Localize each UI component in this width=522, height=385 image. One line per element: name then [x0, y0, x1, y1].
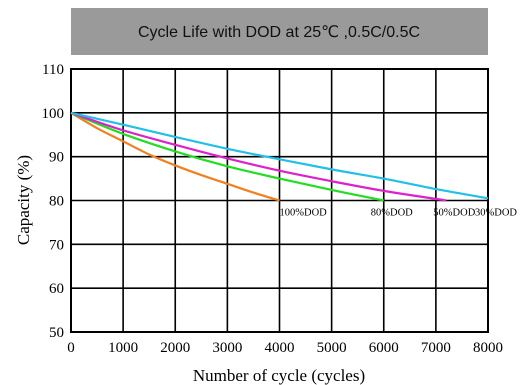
y-tick-label: 70 [49, 237, 64, 253]
y-tick-label: 60 [49, 281, 64, 297]
x-tick-label: 7000 [421, 340, 451, 356]
x-tick-label: 5000 [317, 340, 347, 356]
x-tick-label: 3000 [212, 340, 242, 356]
plot-frame [70, 68, 489, 333]
y-axis-label: Capacity (%) [14, 155, 33, 245]
x-axis-label: Number of cycle (cycles) [193, 366, 365, 385]
x-tick-label: 1000 [108, 340, 138, 356]
x-tick-label: 6000 [369, 340, 399, 356]
y-tick-label: 90 [49, 150, 64, 166]
x-tick-label: 2000 [160, 340, 190, 356]
y-tick-label: 50 [49, 325, 64, 341]
series-end-labels: 100%DOD 80%DOD 50%DOD 30%DOD [280, 208, 518, 219]
series-end-label: 80%DOD [371, 208, 413, 219]
series-end-label: 50%DOD [433, 208, 475, 219]
series-end-label: 100%DOD [280, 208, 328, 219]
tick-labels: 0 1000 2000 3000 4000 5000 6000 7000 8000 50 60 70 8… [42, 62, 504, 356]
x-tick-label: 0 [67, 340, 75, 356]
series-line-50pct-dod [70, 111, 447, 202]
x-tick-label: 8000 [473, 340, 503, 356]
chart-title: Cycle Life with DOD at 25℃ ,0.5C/0.5C [138, 24, 420, 41]
title-bar [71, 8, 488, 55]
y-tick-label: 80 [49, 194, 64, 210]
y-tick-label: 110 [42, 62, 64, 78]
series-line-100pct-dod [70, 111, 280, 202]
x-tick-label: 4000 [265, 340, 295, 356]
series-line-30pct-dod [70, 111, 489, 200]
series-lines [70, 111, 489, 202]
series-line-80pct-dod [70, 111, 384, 202]
y-tick-label: 100 [42, 106, 65, 122]
series-end-label: 30%DOD [475, 208, 517, 219]
